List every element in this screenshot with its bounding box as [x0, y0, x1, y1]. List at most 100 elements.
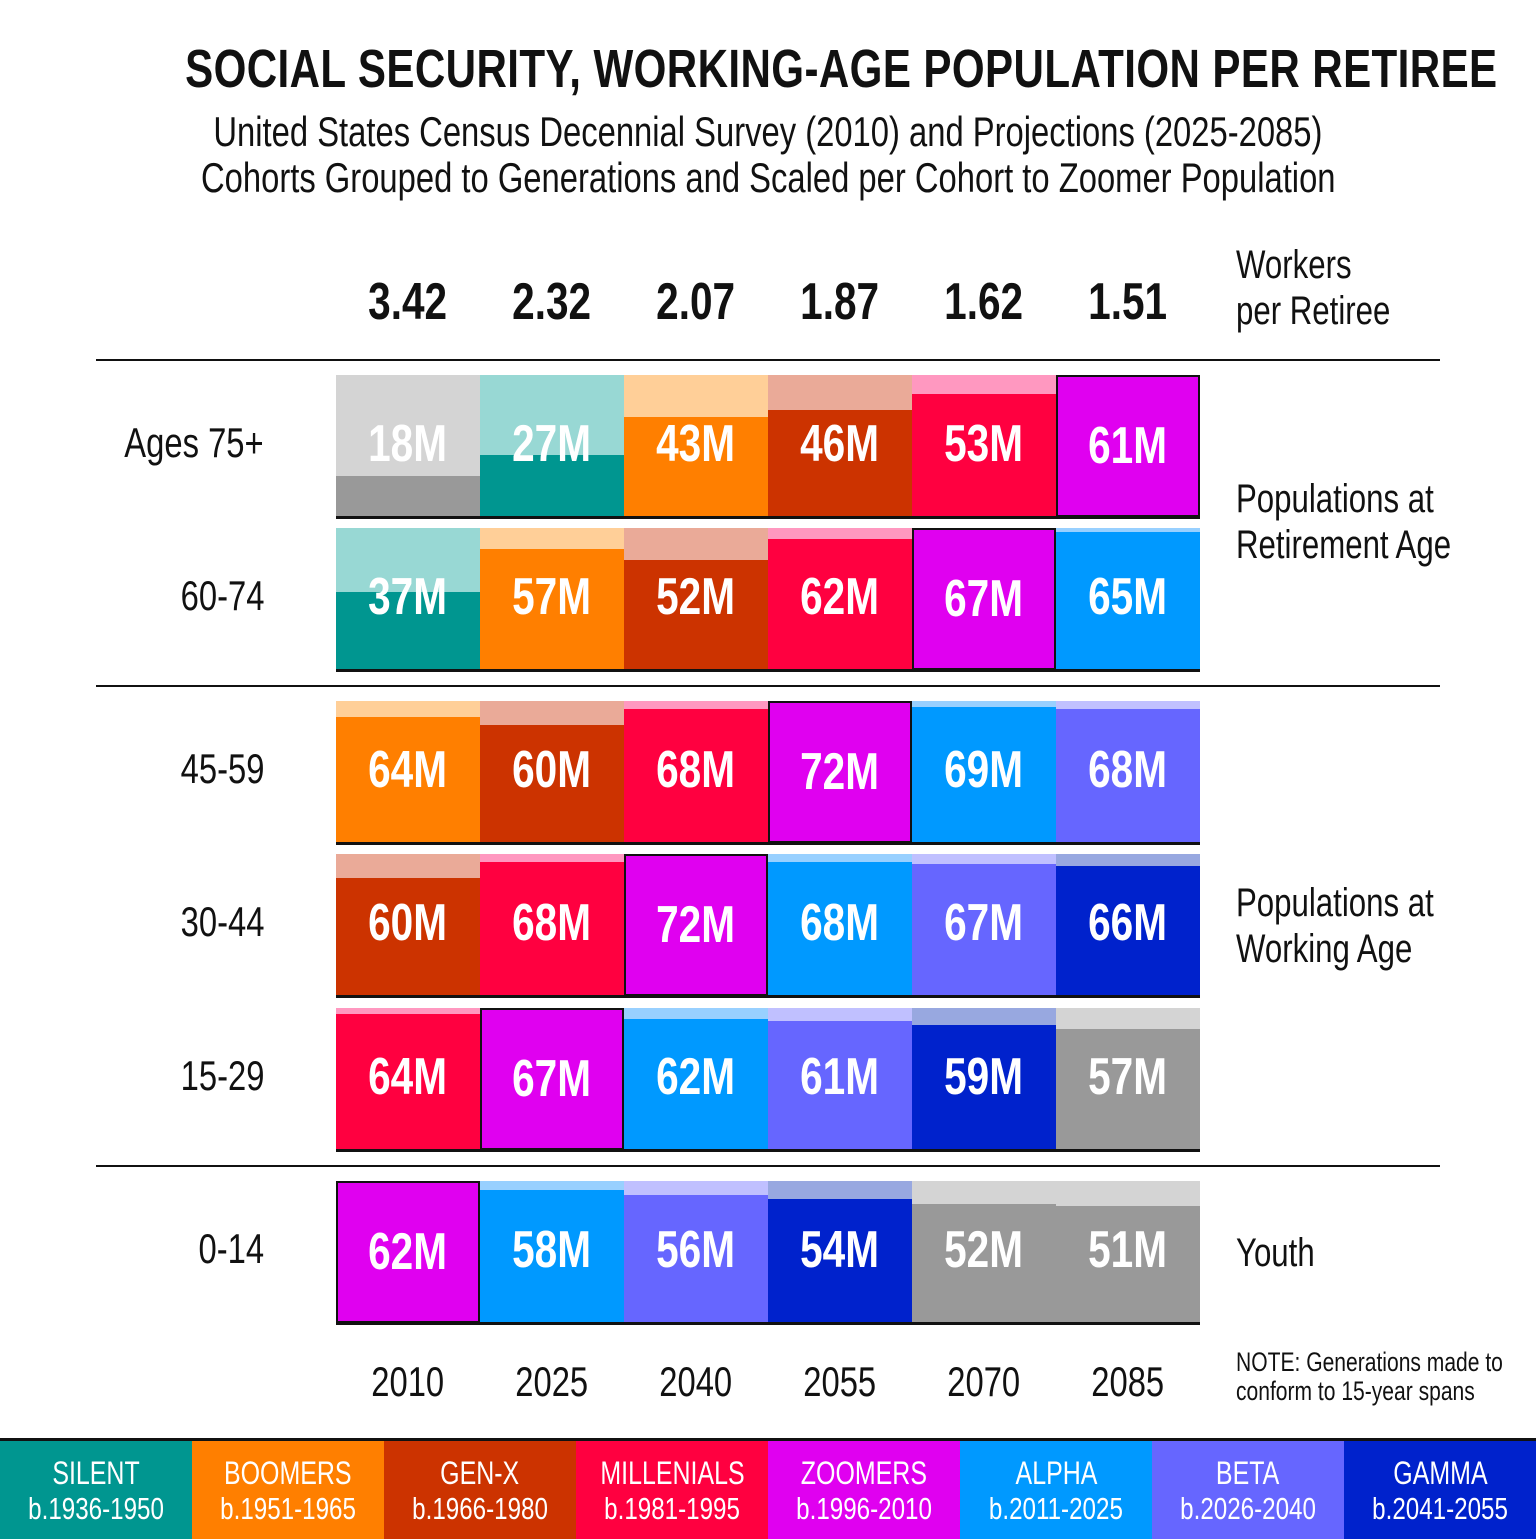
legend-generation-name: GEN-X — [440, 1455, 520, 1491]
value-label: 61M — [1088, 417, 1168, 475]
legend-generation-name: GAMMA — [1392, 1455, 1488, 1491]
legend-item: BETA b.2026-2040 — [1152, 1441, 1344, 1539]
fill-bar — [912, 706, 1056, 843]
value-label: 51M — [1088, 1221, 1168, 1279]
fill-bar — [1058, 377, 1198, 515]
value-label: 72M — [656, 896, 736, 954]
fill-bar — [336, 1014, 480, 1150]
fill-bar — [1056, 1206, 1200, 1323]
value-label: 65M — [1088, 568, 1168, 626]
value-label: 62M — [368, 1223, 448, 1281]
legend-item: BOOMERS b.1951-1965 — [192, 1441, 384, 1539]
value-label: 37M — [368, 568, 448, 626]
retirement-age-label: Populations at Retirement Age — [1236, 477, 1452, 567]
row-baseline — [336, 995, 1200, 998]
youth-label: Youth — [1236, 1231, 1315, 1275]
value-label: 68M — [1088, 741, 1168, 799]
population-cell: 64M — [336, 701, 480, 843]
fill-bar — [336, 591, 480, 670]
population-cell: 60M — [480, 701, 624, 843]
chart-title: SOCIAL SECURITY, WORKING-AGE POPULATION … — [185, 39, 1498, 99]
population-cell: 64M — [336, 1008, 480, 1150]
fill-bar — [914, 530, 1054, 668]
year-label: 2070 — [947, 1358, 1021, 1405]
value-label: 60M — [368, 894, 448, 952]
population-cell: 66M — [1056, 854, 1200, 996]
legend-generation-name: BOOMERS — [224, 1455, 352, 1491]
separator-retirement-working — [96, 685, 1440, 687]
legend-birth-years: b.2026-2040 — [1180, 1491, 1316, 1526]
population-cell: 59M — [912, 1008, 1056, 1150]
row-baseline — [336, 1149, 1200, 1152]
population-cell: 67M — [912, 854, 1056, 996]
fill-bar — [768, 1020, 912, 1150]
fill-bar — [336, 716, 480, 843]
fill-bar — [480, 549, 624, 670]
population-cell: 57M — [1056, 1008, 1200, 1150]
fill-bar — [912, 393, 1056, 517]
fill-bar — [1056, 532, 1200, 670]
fill-bar — [624, 416, 768, 517]
value-label: 56M — [656, 1221, 736, 1279]
value-label: 18M — [368, 415, 448, 473]
legend-birth-years: b.2041-2055 — [1372, 1491, 1508, 1526]
fill-bar — [624, 559, 768, 670]
value-label: 64M — [368, 1048, 448, 1106]
value-label: 69M — [944, 741, 1024, 799]
fill-bar — [912, 1024, 1056, 1150]
fill-bar — [480, 1190, 624, 1323]
legend-generation-name: BETA — [1216, 1455, 1280, 1491]
ratio-value: 1.51 — [1088, 273, 1168, 331]
population-cell: 62M — [624, 1008, 768, 1150]
value-label: 61M — [800, 1048, 880, 1106]
value-label: 27M — [512, 415, 592, 473]
ratio-value: 1.62 — [944, 273, 1024, 331]
row-label: 45-59 — [180, 745, 264, 792]
fill-bar — [336, 475, 480, 517]
value-label: 46M — [800, 415, 880, 473]
population-cell: 57M — [480, 528, 624, 670]
row-label: 15-29 — [180, 1052, 264, 1099]
value-label: 62M — [656, 1048, 736, 1106]
population-cell: 56M — [624, 1181, 768, 1323]
legend-birth-years: b.2011-2025 — [988, 1491, 1124, 1526]
legend-item: MILLENIALS b.1981-1995 — [576, 1441, 768, 1539]
value-label: 72M — [800, 743, 880, 801]
value-label: 62M — [800, 568, 880, 626]
population-cell: 54M — [768, 1181, 912, 1323]
row-baseline — [336, 669, 1200, 672]
value-label: 52M — [656, 568, 736, 626]
ratio-value: 2.07 — [656, 273, 736, 331]
population-cell: 65M — [1056, 528, 1200, 670]
population-cell: 37M — [336, 528, 480, 670]
row-baseline — [336, 516, 1200, 519]
chart-subtitle-2: Cohorts Grouped to Generations and Scale… — [200, 154, 1336, 201]
ratio-heading: Workers per Retiree — [1236, 243, 1391, 333]
fill-bar — [480, 861, 624, 996]
population-cell: 61M — [768, 1008, 912, 1150]
fill-bar — [338, 1183, 478, 1321]
value-label: 57M — [512, 568, 592, 626]
legend-item: ALPHA b.2011-2025 — [960, 1441, 1152, 1539]
population-cell: 62M — [768, 528, 912, 670]
year-label: 2010 — [371, 1358, 445, 1405]
row-label: 30-44 — [180, 898, 264, 945]
value-label: 58M — [512, 1221, 592, 1279]
row-baseline — [336, 1322, 1200, 1325]
footnote: NOTE: Generations made to conform to 15-… — [1236, 1347, 1503, 1406]
legend-birth-years: b.1996-2010 — [796, 1491, 932, 1526]
population-cell: 46M — [768, 375, 912, 517]
legend-generation-name: SILENT — [52, 1455, 140, 1491]
fill-bar — [480, 454, 624, 517]
population-cell: 67M — [480, 1008, 624, 1150]
legend-birth-years: b.1936-1950 — [28, 1491, 164, 1526]
population-cell: 27M — [480, 375, 624, 517]
value-label: 53M — [944, 415, 1024, 473]
value-label: 59M — [944, 1048, 1024, 1106]
population-cell: 43M — [624, 375, 768, 517]
legend-item: GAMMA b.2041-2055 — [1344, 1441, 1536, 1539]
fill-bar — [336, 877, 480, 996]
fill-bar — [624, 1018, 768, 1150]
population-cell: 51M — [1056, 1181, 1200, 1323]
chart-subtitle-1: United States Census Decennial Survey (2… — [213, 108, 1323, 155]
